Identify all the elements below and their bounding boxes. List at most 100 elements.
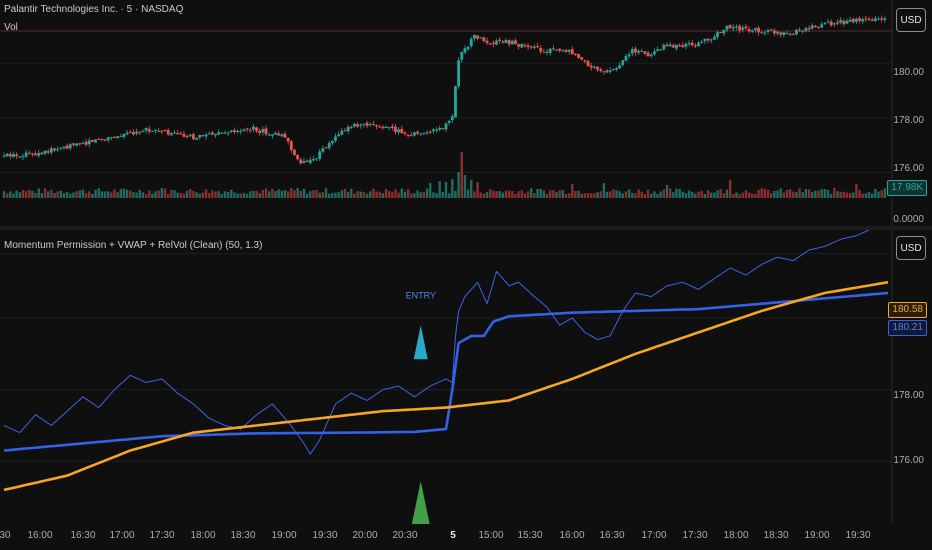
- candle-body: [687, 43, 691, 45]
- volume-bar: [198, 193, 201, 198]
- candle-body: [416, 131, 419, 134]
- candle-body: [548, 48, 552, 53]
- volume-bar: [722, 193, 726, 198]
- volume-bar: [612, 189, 615, 198]
- volume-indicator-title: Vol: [4, 22, 18, 33]
- candle-body: [5, 153, 9, 157]
- volume-bar: [564, 193, 568, 198]
- volume-bar: [400, 188, 403, 198]
- candle-body: [353, 123, 356, 127]
- volume-bar: [539, 188, 542, 198]
- volume-bar: [100, 191, 104, 198]
- candle-body: [21, 156, 25, 158]
- volume-bar: [624, 191, 628, 198]
- volume-bar: [309, 191, 312, 198]
- volume-bar: [779, 188, 782, 198]
- time-tick-label: 18:00: [723, 530, 749, 541]
- volume-bar: [236, 193, 239, 198]
- volume-bar: [769, 193, 773, 198]
- candle-body: [836, 22, 839, 24]
- candle-body: [649, 54, 653, 57]
- candle-body: [109, 137, 113, 139]
- volume-bar: [577, 190, 580, 198]
- volume-bar: [116, 192, 119, 198]
- candle-body: [141, 131, 145, 133]
- candle-body: [447, 120, 451, 123]
- candle-body: [125, 132, 129, 135]
- candle-body: [583, 60, 587, 62]
- candle-body: [100, 138, 104, 140]
- volume-bar: [154, 191, 157, 198]
- candle-body: [520, 43, 524, 48]
- volume-bar: [151, 193, 154, 198]
- volume-bar: [192, 191, 195, 198]
- volume-bar: [97, 188, 100, 198]
- volume-bar: [15, 190, 18, 198]
- candle-body: [744, 26, 748, 29]
- candle-body: [504, 39, 508, 43]
- volume-bar: [18, 192, 21, 198]
- ema-line: [3, 280, 889, 492]
- candle-body: [154, 129, 157, 131]
- candle-body: [113, 136, 116, 138]
- candle-body: [867, 18, 871, 20]
- candle-body: [356, 124, 359, 127]
- candle-body: [166, 130, 170, 135]
- candle-body: [646, 52, 650, 57]
- candle-body: [558, 48, 562, 51]
- volume-bar: [877, 191, 880, 198]
- candle-body: [681, 45, 685, 48]
- volume-bar: [498, 191, 501, 198]
- candle-body: [334, 136, 337, 141]
- volume-bar: [675, 188, 678, 198]
- volume-bar: [880, 190, 883, 198]
- candle-body: [637, 50, 640, 53]
- volume-bar: [249, 191, 252, 198]
- price-pane[interactable]: Palantir Technologies Inc. · 5 · NASDAQ …: [0, 0, 932, 226]
- volume-bar: [640, 191, 643, 198]
- volume-bar: [871, 193, 874, 198]
- indicator-chart-svg[interactable]: ENTRY: [0, 230, 932, 524]
- volume-bar: [829, 193, 833, 198]
- candle-body: [94, 139, 97, 143]
- volume-bar: [634, 193, 637, 198]
- volume-bar: [331, 192, 334, 198]
- candle-body: [169, 133, 173, 136]
- candle-body: [176, 133, 180, 135]
- volume-bar: [602, 183, 606, 198]
- time-tick-label: 20:00: [352, 530, 378, 541]
- volume-bar: [514, 193, 517, 198]
- candle-body: [476, 35, 479, 39]
- volume-bar: [454, 190, 457, 198]
- volume-bar: [125, 189, 129, 198]
- time-tick-label: 17:00: [109, 530, 135, 541]
- indicator-pane[interactable]: Momentum Permission + VWAP + RelVol (Cle…: [0, 230, 932, 524]
- volume-bar: [864, 193, 868, 198]
- volume-bar: [848, 193, 852, 198]
- currency-button[interactable]: USD: [896, 8, 926, 32]
- candle-body: [425, 132, 429, 134]
- price-chart-svg[interactable]: [0, 0, 932, 226]
- volume-bar: [530, 188, 533, 198]
- candle-body: [8, 153, 12, 157]
- pane-divider[interactable]: [0, 226, 932, 230]
- currency-button-indicator[interactable]: USD: [896, 236, 926, 260]
- volume-bar: [444, 182, 448, 198]
- time-axis[interactable]: 30 16:00 16:30 17:00 17:30 18:00 18:30 19:00 19:…: [0, 524, 892, 550]
- candle-body: [684, 43, 688, 47]
- candle-body: [757, 27, 760, 33]
- candle-body: [829, 21, 833, 26]
- volume-bar: [75, 191, 78, 198]
- volume-bar: [163, 188, 167, 198]
- candle-body: [788, 33, 792, 35]
- candle-body: [621, 60, 625, 65]
- candle-body: [346, 126, 350, 132]
- candle-body: [861, 19, 865, 22]
- candle-body: [738, 25, 742, 31]
- volume-bar: [166, 193, 170, 198]
- volume-bar: [858, 189, 861, 198]
- candle-body: [299, 159, 303, 164]
- volume-bar: [264, 188, 268, 198]
- candle-body: [880, 18, 884, 20]
- candle-body: [188, 134, 192, 137]
